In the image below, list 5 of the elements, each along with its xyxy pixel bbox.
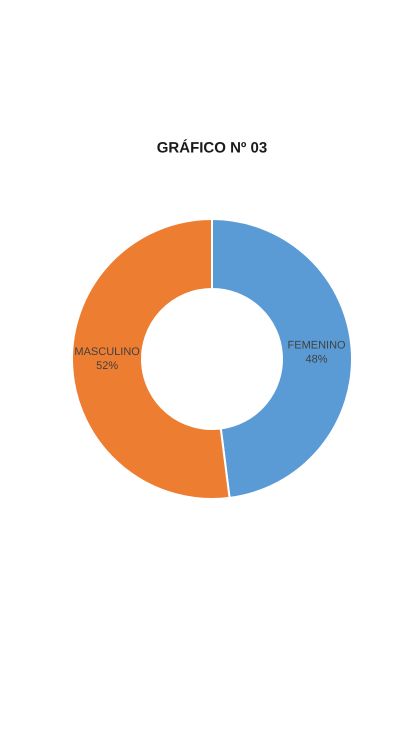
slice-label: FEMENINO xyxy=(288,339,346,352)
chart-title: GRÁFICO Nº 03 xyxy=(156,138,268,156)
data-label: 52% xyxy=(96,360,118,372)
slice-label: MASCULINO xyxy=(74,346,140,358)
data-label: 48% xyxy=(306,354,328,366)
